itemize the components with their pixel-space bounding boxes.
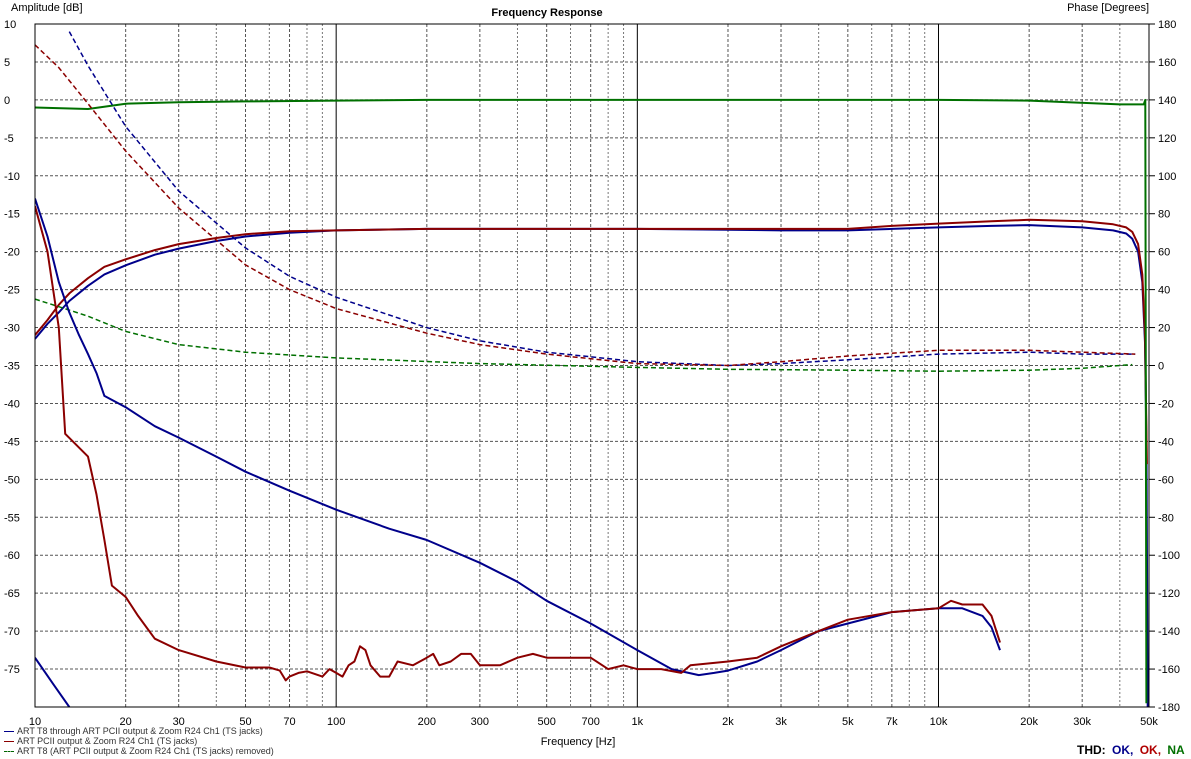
x-tick-label: 20k bbox=[1020, 716, 1038, 728]
x-tick-label: 2k bbox=[722, 716, 734, 728]
legend-item: ART T8 (ART PCII output & Zoom R24 Ch1 (… bbox=[4, 746, 274, 756]
amplitude-series-line bbox=[35, 218, 1148, 465]
y-left-tick-label: -10 bbox=[4, 171, 20, 183]
series-layer bbox=[35, 31, 1149, 707]
legend-item: ART T8 through ART PCII output & Zoom R2… bbox=[4, 726, 274, 736]
y-left-tick-label: -30 bbox=[4, 323, 20, 335]
thd-status-2: OK, bbox=[1139, 743, 1162, 757]
y-left-tick-label: -55 bbox=[4, 512, 20, 524]
legend-swatch bbox=[4, 750, 14, 752]
y-axis-right-label: Phase [Degrees] bbox=[1067, 2, 1149, 14]
y-left-tick-label: -5 bbox=[4, 133, 14, 145]
y-left-tick-label: 10 bbox=[4, 19, 16, 31]
x-tick-label: 50k bbox=[1140, 716, 1158, 728]
y-right-tick-label: 0 bbox=[1158, 361, 1164, 373]
x-tick-label: 5k bbox=[842, 716, 854, 728]
x-axis-label: Frequency [Hz] bbox=[541, 736, 616, 748]
chart-legend: ART T8 through ART PCII output & Zoom R2… bbox=[4, 726, 274, 756]
legend-label: ART T8 (ART PCII output & Zoom R24 Ch1 (… bbox=[17, 746, 274, 756]
y-right-tick-label: 100 bbox=[1158, 171, 1176, 183]
amplitude-series-line bbox=[35, 198, 1001, 677]
legend-label: ART T8 through ART PCII output & Zoom R2… bbox=[17, 726, 263, 736]
legend-swatch bbox=[4, 730, 14, 732]
y-right-tick-label: 40 bbox=[1158, 285, 1170, 297]
y-left-tick-label: -40 bbox=[4, 398, 20, 410]
amplitude-series-line bbox=[35, 657, 71, 707]
chart-title: Frequency Response bbox=[491, 7, 602, 19]
y-right-tick-label: -120 bbox=[1158, 588, 1180, 600]
y-right-tick-label: -180 bbox=[1158, 702, 1180, 714]
phase-series-line bbox=[35, 298, 1133, 372]
y-left-tick-label: -20 bbox=[4, 247, 20, 259]
y-left-tick-label: -75 bbox=[4, 664, 20, 676]
x-tick-label: 50 bbox=[239, 716, 251, 728]
y-right-tick-label: 80 bbox=[1158, 209, 1170, 221]
y-left-tick-label: -70 bbox=[4, 626, 20, 638]
legend-swatch bbox=[4, 740, 14, 742]
y-right-tick-label: 160 bbox=[1158, 57, 1176, 69]
y-right-tick-label: -60 bbox=[1158, 474, 1174, 486]
x-tick-label: 500 bbox=[537, 716, 555, 728]
y-left-tick-label: -60 bbox=[4, 550, 20, 562]
phase-series-line bbox=[68, 31, 1136, 367]
grid bbox=[34, 23, 1150, 707]
y-right-tick-label: -140 bbox=[1158, 626, 1180, 638]
y-right-tick-label: -40 bbox=[1158, 436, 1174, 448]
x-tick-label: 10 bbox=[29, 716, 41, 728]
y-left-tick-label: -65 bbox=[4, 588, 20, 600]
x-tick-label: 10k bbox=[930, 716, 948, 728]
x-tick-label: 70 bbox=[283, 716, 295, 728]
y-left-tick-label: 5 bbox=[4, 57, 10, 69]
y-axis-left-label: Amplitude [dB] bbox=[11, 2, 83, 14]
y-right-tick-label: 20 bbox=[1158, 323, 1170, 335]
y-right-tick-label: 120 bbox=[1158, 133, 1176, 145]
y-right-tick-label: 140 bbox=[1158, 95, 1176, 107]
y-left-tick-label: -15 bbox=[4, 209, 20, 221]
legend-item: ART PCII output & Zoom R24 Ch1 (TS jacks… bbox=[4, 736, 274, 746]
x-tick-label: 700 bbox=[581, 716, 599, 728]
thd-status-3: NA bbox=[1167, 743, 1185, 757]
x-tick-label: 300 bbox=[471, 716, 489, 728]
y-left-tick-label: 0 bbox=[4, 95, 10, 107]
y-left-tick-label: -50 bbox=[4, 474, 20, 486]
x-tick-label: 3k bbox=[775, 716, 787, 728]
x-tick-label: 200 bbox=[418, 716, 436, 728]
y-right-tick-label: -80 bbox=[1158, 512, 1174, 524]
thd-label: THD: bbox=[1077, 743, 1106, 757]
y-right-tick-label: -160 bbox=[1158, 664, 1180, 676]
y-left-tick-label: -45 bbox=[4, 436, 20, 448]
y-right-tick-label: -100 bbox=[1158, 550, 1180, 562]
legend-label: ART PCII output & Zoom R24 Ch1 (TS jacks… bbox=[17, 736, 198, 746]
y-right-tick-label: -20 bbox=[1158, 398, 1174, 410]
amplitude-series-line bbox=[35, 98, 1148, 704]
x-tick-label: 30 bbox=[173, 716, 185, 728]
phase-series-line bbox=[35, 44, 1136, 367]
y-right-tick-label: 180 bbox=[1158, 19, 1176, 31]
x-tick-label: 1k bbox=[632, 716, 644, 728]
x-tick-label: 100 bbox=[327, 716, 345, 728]
amplitude-series-line bbox=[35, 205, 1001, 682]
thd-status-1: OK, bbox=[1112, 743, 1134, 757]
y-left-tick-label: -25 bbox=[4, 285, 20, 297]
x-tick-label: 20 bbox=[120, 716, 132, 728]
y-left-tick-label: -35 bbox=[4, 361, 20, 373]
y-right-tick-label: 60 bbox=[1158, 247, 1170, 259]
x-tick-label: 7k bbox=[886, 716, 898, 728]
x-tick-label: 30k bbox=[1073, 716, 1091, 728]
axis-ticks: 1050-5-10-15-20-25-30-35-40-45-50-55-60-… bbox=[4, 19, 1180, 728]
thd-status: THD: OK, OK, NA bbox=[1077, 743, 1185, 757]
